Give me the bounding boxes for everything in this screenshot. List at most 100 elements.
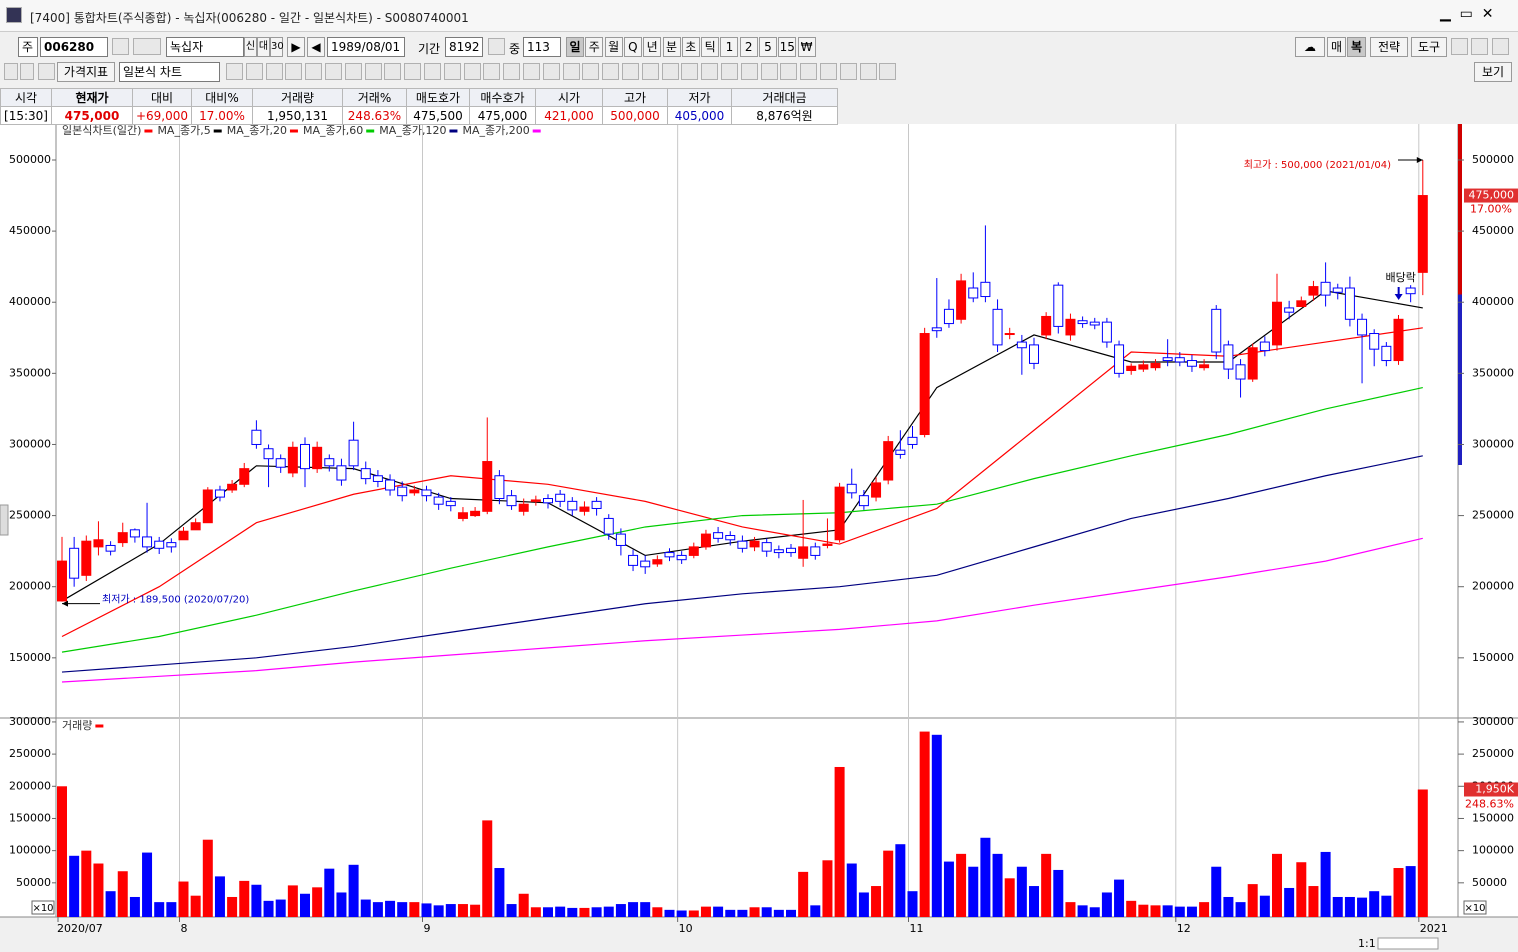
drawing-tool[interactable]: [285, 63, 303, 80]
date-input[interactable]: 1989/08/01: [327, 37, 405, 57]
drawing-tool[interactable]: [681, 63, 699, 80]
y-tick-label: 150000: [9, 651, 51, 664]
name-input[interactable]: 녹십자: [166, 37, 244, 57]
drawing-tool[interactable]: [384, 63, 402, 80]
drawing-tool[interactable]: [503, 63, 521, 80]
nav-icon[interactable]: [20, 63, 34, 80]
interval-button[interactable]: 주: [585, 37, 604, 57]
volume-bar: [1004, 878, 1015, 917]
drawing-tool[interactable]: [760, 63, 778, 80]
interval-button[interactable]: 일: [566, 37, 584, 57]
chart-style-select[interactable]: 일본식 차트: [119, 62, 220, 82]
indicator-button[interactable]: 가격지표: [57, 62, 115, 82]
drawing-tool[interactable]: [820, 63, 837, 80]
next-button[interactable]: ▶: [287, 37, 305, 57]
drawing-tool[interactable]: [780, 63, 798, 80]
interval-button[interactable]: 초: [681, 37, 700, 57]
market-select[interactable]: 주: [18, 37, 38, 57]
volume-bar: [1150, 905, 1161, 917]
drawing-tool[interactable]: [305, 63, 323, 80]
drawing-tool[interactable]: [800, 63, 818, 80]
drawing-tool[interactable]: [344, 63, 362, 80]
interval-button[interactable]: 5: [759, 37, 777, 57]
drawing-tool[interactable]: [364, 63, 382, 80]
save-icon[interactable]: [1471, 38, 1488, 55]
drawing-tool[interactable]: [562, 63, 580, 80]
cloud-button[interactable]: ☁: [1295, 37, 1325, 57]
interval-button[interactable]: 분: [662, 37, 681, 57]
scrollbar[interactable]: [1377, 937, 1439, 950]
drawing-tool[interactable]: [661, 63, 679, 80]
settings-icon[interactable]: [1492, 38, 1509, 55]
view-button[interactable]: 보기: [1474, 62, 1512, 82]
interval-button[interactable]: 월: [604, 37, 623, 57]
volume-bar: [1126, 900, 1137, 917]
volume-bar: [385, 900, 396, 917]
drawing-tool[interactable]: [424, 63, 441, 80]
interval-button[interactable]: 2: [739, 37, 758, 57]
drawing-tool[interactable]: [602, 63, 620, 80]
drawing-tool[interactable]: [325, 63, 342, 80]
candle-body: [700, 533, 711, 548]
drawing-tool[interactable]: [641, 63, 659, 80]
legend-label: MA_종가,20: [227, 124, 287, 137]
volume-bar: [676, 910, 687, 917]
info-value: 1,950,131: [252, 106, 343, 125]
open-icon[interactable]: [1451, 38, 1468, 55]
interval-button[interactable]: Q: [623, 37, 642, 57]
drawing-tool[interactable]: [740, 63, 758, 80]
interval-button[interactable]: 1: [720, 37, 739, 57]
candle-body: [786, 547, 796, 554]
flag[interactable]: 30: [270, 37, 284, 57]
flag[interactable]: 대: [257, 37, 270, 57]
prev-button[interactable]: ◀: [307, 37, 325, 57]
flag[interactable]: 신: [244, 37, 257, 57]
drawing-tool[interactable]: [859, 63, 877, 80]
drawing-tool[interactable]: [879, 63, 897, 80]
info-value: 248.63%: [342, 106, 407, 125]
volume-bar: [871, 886, 882, 917]
drawing-tool[interactable]: [523, 63, 540, 80]
drawing-tool[interactable]: [265, 63, 283, 80]
volume-bar: [227, 896, 238, 917]
legend-label: MA_종가,5: [157, 124, 210, 137]
drawing-tool[interactable]: [582, 63, 600, 80]
candle-body: [1259, 341, 1270, 352]
period-input[interactable]: 8192: [445, 37, 483, 57]
interval-button[interactable]: 년: [643, 37, 662, 57]
toolbar-button[interactable]: 매: [1327, 37, 1346, 57]
search-icon[interactable]: [112, 38, 129, 55]
side-toggle[interactable]: [0, 504, 9, 536]
candle-body: [1016, 341, 1027, 349]
count-input[interactable]: 113: [523, 37, 561, 57]
toolbar-button[interactable]: 도구: [1411, 37, 1447, 57]
drawing-tool[interactable]: [839, 63, 857, 80]
toolbar-button[interactable]: 복: [1347, 37, 1366, 57]
window-controls[interactable]: ▁ ▭ ✕: [1440, 6, 1494, 22]
volume-bar: [1089, 907, 1100, 917]
drawing-tool[interactable]: [483, 63, 501, 80]
candle-body: [1284, 307, 1295, 313]
range-icon[interactable]: [488, 38, 505, 55]
x-tick-label: 2020/07: [57, 922, 103, 935]
drawing-tool[interactable]: [226, 63, 243, 80]
drawing-tool[interactable]: [463, 63, 481, 80]
interval-button[interactable]: 틱: [701, 37, 720, 57]
toolbar-button[interactable]: 전략: [1370, 37, 1408, 57]
info-header: 매도호가: [406, 88, 470, 107]
interval-button[interactable]: 15: [778, 37, 797, 57]
candle-body: [263, 448, 274, 460]
sort-icon[interactable]: [133, 38, 161, 55]
drawing-tool[interactable]: [542, 63, 560, 80]
code-input[interactable]: 006280: [40, 37, 108, 57]
drawing-tool[interactable]: [721, 63, 738, 80]
nav-icon[interactable]: [4, 63, 18, 80]
interval-button[interactable]: ₩: [797, 37, 816, 57]
drawing-tool[interactable]: [443, 63, 461, 80]
nav-icon[interactable]: [38, 63, 55, 80]
drawing-tool[interactable]: [701, 63, 719, 80]
drawing-tool[interactable]: [622, 63, 639, 80]
drawing-tool[interactable]: [404, 63, 422, 80]
drawing-tool[interactable]: [245, 63, 263, 80]
